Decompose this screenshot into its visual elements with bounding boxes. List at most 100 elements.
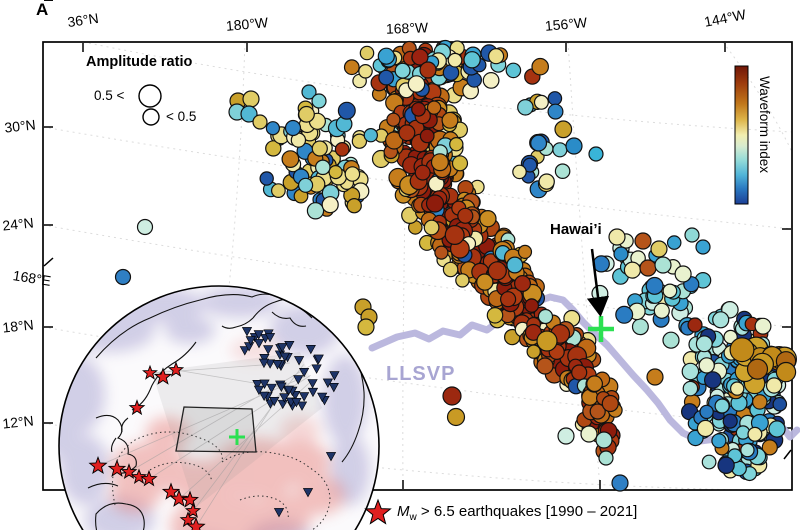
data-point bbox=[536, 330, 558, 352]
data-point bbox=[455, 273, 470, 288]
station-triangle bbox=[259, 391, 270, 402]
data-point bbox=[695, 335, 713, 353]
data-point bbox=[772, 396, 788, 412]
data-point bbox=[298, 177, 314, 193]
station-triangle bbox=[241, 327, 253, 337]
earthquake-star bbox=[186, 516, 206, 530]
seismic-station-triangles bbox=[239, 327, 340, 518]
data-point bbox=[363, 127, 378, 143]
data-point bbox=[337, 101, 356, 120]
data-point bbox=[419, 128, 435, 144]
data-point bbox=[526, 344, 541, 359]
data-point bbox=[536, 357, 554, 375]
data-point bbox=[631, 318, 649, 336]
data-point bbox=[611, 474, 629, 492]
hawaii-annotation: Hawai’i bbox=[550, 221, 602, 238]
data-point bbox=[414, 164, 431, 181]
station-triangle bbox=[283, 385, 294, 396]
data-point bbox=[645, 276, 664, 295]
data-point bbox=[411, 48, 429, 66]
data-point bbox=[394, 62, 411, 79]
waveform-index-colorbar bbox=[734, 65, 749, 205]
earthquake-star bbox=[130, 468, 148, 484]
data-point bbox=[407, 75, 426, 93]
station-triangle bbox=[296, 401, 308, 411]
data-point bbox=[517, 99, 534, 116]
data-point bbox=[242, 90, 260, 108]
station-triangle bbox=[273, 508, 285, 518]
data-point bbox=[682, 380, 699, 397]
earthquake-star bbox=[107, 459, 127, 477]
data-point bbox=[598, 450, 614, 466]
data-point bbox=[639, 259, 657, 277]
earthquake-star bbox=[153, 367, 173, 385]
data-point bbox=[377, 47, 395, 65]
scatter-points bbox=[114, 39, 798, 492]
amplitude-ratio-title: Amplitude ratio bbox=[86, 54, 193, 70]
data-point bbox=[740, 442, 755, 458]
data-point bbox=[298, 105, 315, 123]
station-triangle bbox=[269, 396, 280, 407]
data-point bbox=[730, 381, 745, 396]
earthquake-star bbox=[120, 463, 138, 480]
data-point bbox=[775, 361, 797, 383]
station-triangle bbox=[253, 330, 264, 340]
inset-hawaii-cross bbox=[229, 429, 245, 445]
station-triangle bbox=[291, 398, 302, 408]
data-point bbox=[687, 317, 703, 333]
earthquake-legend-text: Mw > 6.5 earthquakes [1990 – 2021] bbox=[397, 503, 637, 523]
data-point bbox=[547, 103, 564, 120]
amplitude-small-label: < 0.5 bbox=[166, 109, 197, 124]
data-point bbox=[457, 207, 474, 224]
data-point bbox=[703, 371, 722, 389]
data-point bbox=[482, 71, 500, 89]
data-point bbox=[662, 283, 678, 299]
amplitude-ratio-legend-circles bbox=[138, 84, 162, 126]
data-point bbox=[358, 64, 373, 79]
data-point bbox=[589, 403, 606, 420]
data-point bbox=[334, 141, 350, 157]
data-point bbox=[522, 157, 538, 173]
station-triangle bbox=[329, 371, 340, 381]
data-point bbox=[240, 105, 258, 123]
data-point bbox=[359, 45, 375, 61]
axis-label-168°W: 168°W bbox=[385, 19, 429, 37]
data-point bbox=[586, 375, 603, 393]
station-triangle bbox=[266, 383, 277, 394]
station-triangle bbox=[272, 360, 283, 370]
data-point bbox=[565, 137, 583, 155]
hawaii-cross-marker bbox=[588, 316, 614, 342]
data-point bbox=[729, 337, 755, 363]
station-triangle bbox=[277, 399, 288, 410]
data-point bbox=[681, 362, 700, 381]
graticule-line bbox=[402, 41, 409, 491]
data-point bbox=[613, 246, 629, 262]
earthquake-star bbox=[180, 490, 200, 508]
graticule-line bbox=[42, 126, 793, 230]
data-point bbox=[449, 136, 464, 152]
data-point bbox=[385, 131, 404, 150]
amplitude-large-label: 0.5 < bbox=[94, 88, 125, 103]
station-triangle bbox=[298, 367, 310, 378]
data-point bbox=[554, 163, 571, 179]
data-point bbox=[500, 291, 517, 308]
station-triangle bbox=[277, 343, 288, 353]
panel-label: A bbox=[36, 0, 49, 19]
data-point bbox=[259, 171, 274, 186]
data-point bbox=[378, 69, 395, 86]
data-point bbox=[674, 265, 692, 283]
data-point bbox=[281, 150, 300, 169]
station-triangle bbox=[258, 358, 270, 369]
data-point bbox=[442, 386, 462, 406]
data-point bbox=[662, 331, 680, 349]
inset-green-cross bbox=[229, 429, 245, 445]
data-point bbox=[426, 100, 442, 115]
tick-right-angled bbox=[783, 449, 792, 460]
data-point bbox=[615, 305, 634, 324]
inset-globe bbox=[58, 285, 380, 530]
data-point bbox=[444, 225, 465, 246]
data-point bbox=[751, 394, 768, 410]
data-point bbox=[479, 209, 497, 228]
